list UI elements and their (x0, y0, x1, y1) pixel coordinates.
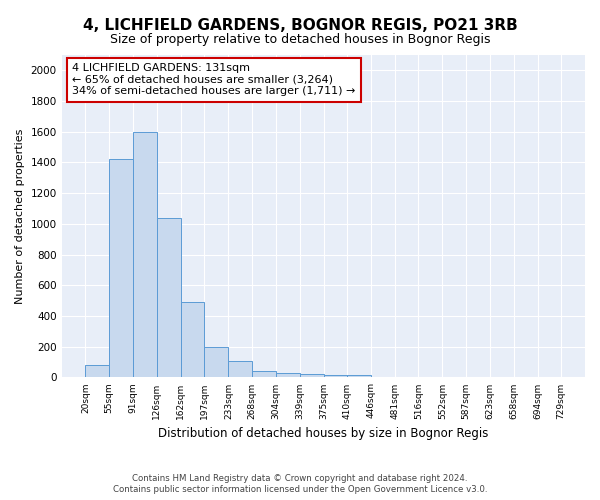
Bar (133, 132, 157, 378)
X-axis label: Distribution of detached houses by size in Bognor Regis: Distribution of detached houses by size … (158, 427, 488, 440)
Bar (299, 374, 323, 378)
Bar (252, 372, 276, 378)
Bar (276, 373, 299, 378)
Text: Size of property relative to detached houses in Bognor Regis: Size of property relative to detached ho… (110, 32, 490, 46)
Bar (85, 365, 109, 378)
Bar (323, 374, 347, 378)
Y-axis label: Number of detached properties: Number of detached properties (15, 128, 25, 304)
Text: 4 LICHFIELD GARDENS: 131sqm
← 65% of detached houses are smaller (3,264)
34% of : 4 LICHFIELD GARDENS: 131sqm ← 65% of det… (72, 63, 356, 96)
Bar (229, 362, 252, 378)
Bar (347, 375, 371, 378)
Text: 4, LICHFIELD GARDENS, BOGNOR REGIS, PO21 3RB: 4, LICHFIELD GARDENS, BOGNOR REGIS, PO21… (83, 18, 517, 32)
Text: Contains HM Land Registry data © Crown copyright and database right 2024.
Contai: Contains HM Land Registry data © Crown c… (113, 474, 487, 494)
Bar (204, 346, 229, 378)
Bar (181, 302, 204, 378)
Bar (157, 218, 181, 378)
Bar (109, 160, 133, 378)
